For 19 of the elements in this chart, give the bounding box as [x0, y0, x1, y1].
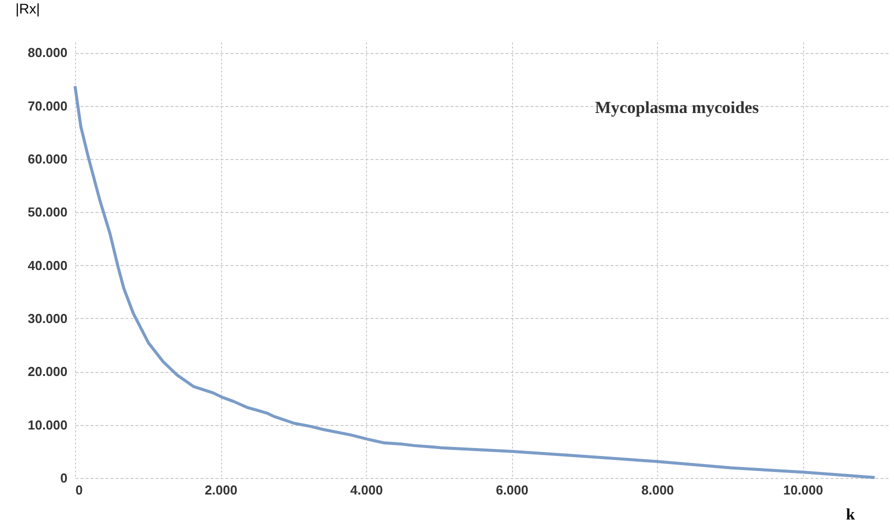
annotation: Mycoplasma mycoides: [595, 98, 760, 117]
y-tick-label: 20.000: [28, 364, 68, 380]
y-tick-label: 80.000: [28, 45, 68, 60]
y-tick-label: 40.000: [28, 258, 68, 273]
x-tick-label: 10.000: [783, 482, 824, 498]
y-tick-label: 10.000: [28, 417, 68, 432]
x-tick-label: 2.000: [204, 482, 238, 498]
x-tick-label: 6.000: [496, 482, 528, 498]
x-tick-label: 4.000: [350, 482, 383, 498]
y-tick-label: 70.000: [28, 98, 68, 114]
y-tick-label: 50.000: [28, 204, 68, 220]
y-tick-label: 30.000: [28, 310, 68, 326]
y-tick-label: 60.000: [28, 151, 68, 166]
y-tick-label: 0: [60, 470, 68, 486]
x-tick-label: 8.000: [641, 482, 674, 498]
y-axis-title: |Rx|: [16, 0, 40, 16]
line-series: [74, 84, 876, 479]
x-tick-label: 0: [76, 482, 83, 498]
x-axis-title: k: [846, 506, 856, 524]
